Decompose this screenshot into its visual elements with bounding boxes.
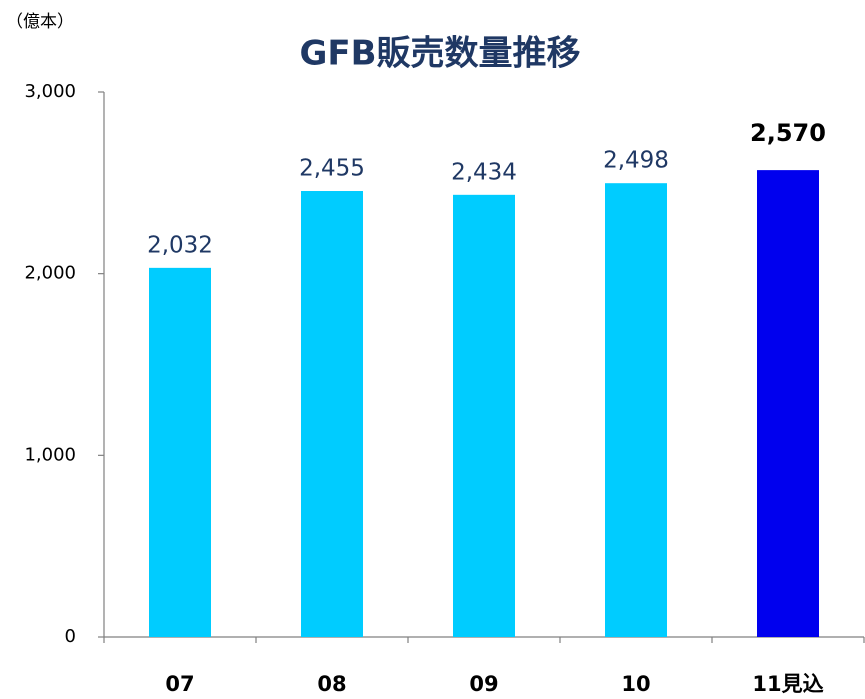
value-label: 2,032	[147, 232, 213, 258]
value-label: 2,434	[451, 159, 517, 185]
value-label: 2,570	[750, 119, 826, 147]
x-tick-label: 07	[165, 672, 194, 696]
x-tick-label: 09	[469, 672, 498, 696]
value-label: 2,455	[299, 156, 365, 182]
x-tick-label: 08	[317, 672, 346, 696]
x-tick-label: 10	[621, 672, 650, 696]
bar	[149, 267, 211, 637]
bar	[301, 191, 363, 637]
value-label: 2,498	[603, 148, 669, 174]
y-tick-label: 2,000	[24, 263, 76, 284]
x-tick-label: 11見込	[752, 672, 823, 696]
bar	[757, 170, 819, 637]
chart-title: GFB販売数量推移	[299, 34, 580, 74]
y-tick-label: 1,000	[24, 444, 76, 465]
y-unit-label: （億本）	[6, 12, 74, 32]
y-tick-label: 3,000	[24, 81, 76, 102]
bar	[453, 194, 515, 637]
bar	[605, 183, 667, 638]
y-tick-label: 0	[65, 626, 76, 647]
